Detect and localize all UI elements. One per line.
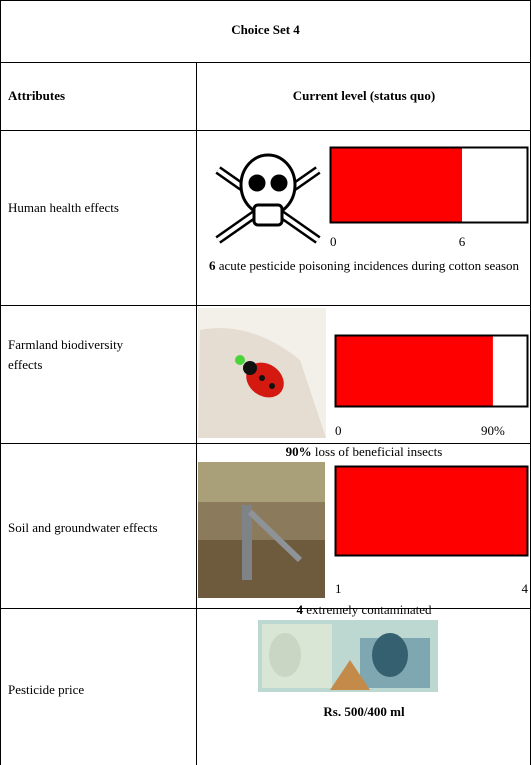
bar-outline	[334, 465, 529, 557]
bar-fill	[335, 466, 528, 556]
bar-tick-label: 1	[335, 581, 342, 596]
attribute-label: Soil and groundwater effects	[8, 520, 158, 535]
caption: 6 acute pesticide poisoning incidences d…	[199, 256, 529, 276]
column-header: Attributes	[8, 88, 66, 103]
bar-tick-label: 90%	[481, 423, 505, 438]
caption-text: loss of beneficial insects	[311, 444, 443, 459]
column-header: Current level (status quo)	[292, 88, 436, 103]
bar-outline	[329, 146, 529, 224]
pump-image	[198, 462, 325, 598]
ladybug-image	[198, 308, 326, 438]
bar-outline	[334, 334, 529, 408]
attribute-label: Farmland biodiversity effects	[8, 337, 124, 372]
attribute-label: Human health effects	[8, 200, 119, 215]
skull-icon	[215, 153, 321, 244]
caption-bold: Rs. 500/400 ml	[323, 704, 405, 719]
caption: 4 extremely contaminated	[199, 600, 529, 620]
caption-bold: 4	[296, 602, 303, 617]
caption-bold: 6	[208, 258, 216, 273]
caption-text: extremely contaminated	[302, 602, 432, 617]
bar-fill	[335, 335, 493, 407]
caption: Rs. 500/400 ml	[197, 702, 531, 722]
caption: 90% loss of beneficial insects	[199, 442, 529, 462]
caption-bold: 90%	[285, 444, 312, 459]
attribute-label: Pesticide price	[8, 682, 85, 697]
bar-tick-label: 0	[335, 423, 342, 438]
bar-tick-label: 0	[330, 234, 337, 249]
bar-fill	[330, 147, 462, 223]
bar-tick-label: 6	[459, 234, 466, 249]
table-title: Choice Set 4	[231, 22, 300, 37]
bar-tick-label: 4	[522, 581, 529, 596]
banknote-image	[258, 620, 438, 692]
caption-text: acute pesticide poisoning incidences dur…	[215, 258, 520, 273]
